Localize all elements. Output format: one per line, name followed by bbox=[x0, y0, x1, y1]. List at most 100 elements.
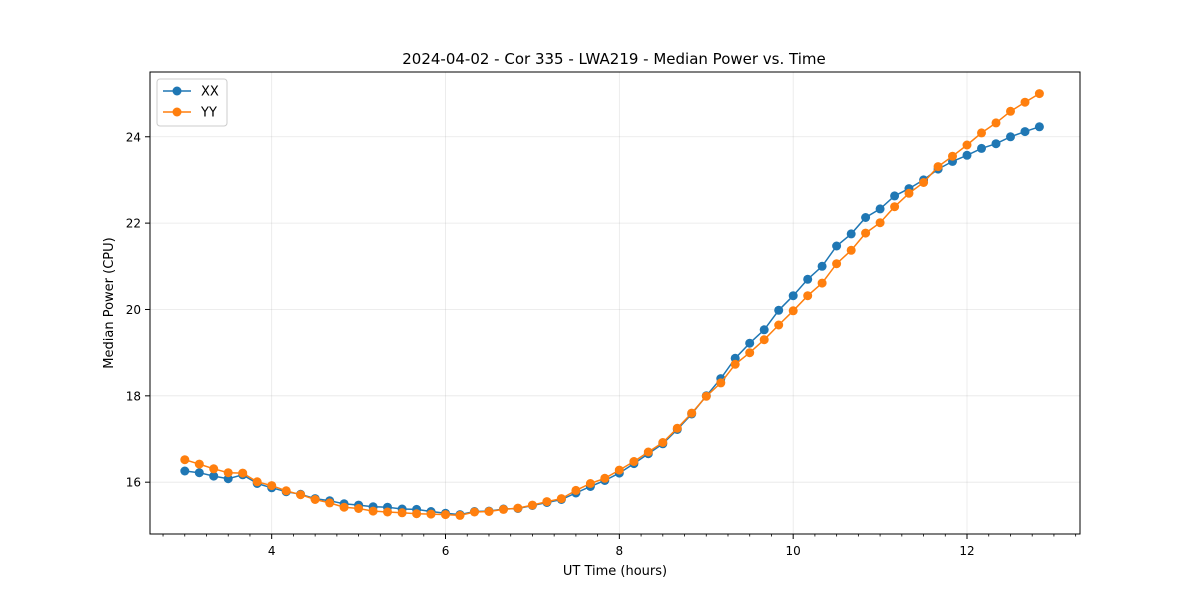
series-yy bbox=[180, 89, 1044, 520]
series-yy-point bbox=[759, 335, 769, 345]
y-tick-label: 20 bbox=[126, 303, 141, 317]
series-yy-point bbox=[1034, 89, 1044, 99]
series-yy-point bbox=[455, 510, 465, 520]
series-yy-point bbox=[672, 423, 682, 433]
series-yy-point bbox=[962, 140, 972, 150]
y-tick-label: 18 bbox=[126, 389, 141, 403]
series-yy-point bbox=[470, 507, 479, 517]
series-yy-point bbox=[441, 510, 450, 520]
series-yy-point bbox=[977, 128, 986, 138]
series-yy-point bbox=[252, 477, 262, 487]
series-xx-point bbox=[759, 325, 769, 335]
series-yy-point bbox=[426, 509, 436, 519]
series-yy-point bbox=[267, 481, 277, 491]
y-axis-ticks: 16 18 20 22 24 bbox=[126, 130, 150, 490]
series-xx-point bbox=[861, 213, 871, 222]
series-xx-point bbox=[817, 261, 827, 271]
series-xx-point bbox=[962, 150, 972, 160]
series-xx-point bbox=[803, 274, 813, 284]
series-yy-point bbox=[238, 468, 248, 478]
series-xx-point bbox=[1006, 132, 1015, 142]
series-xx-point bbox=[194, 468, 204, 478]
series-yy-point bbox=[701, 391, 711, 401]
x-axis-label: UT Time (hours) bbox=[563, 564, 667, 579]
x-tick-label: 10 bbox=[786, 544, 801, 558]
series-yy-point bbox=[730, 359, 740, 369]
series-yy-point bbox=[803, 291, 813, 301]
series-yy-point bbox=[180, 455, 190, 465]
series-yy-point bbox=[832, 259, 842, 269]
series-xx-point bbox=[977, 143, 986, 153]
legend-yy-marker bbox=[172, 107, 182, 117]
series-yy-point bbox=[397, 508, 407, 518]
series-yy-point bbox=[933, 162, 943, 172]
y-tick-label: 22 bbox=[126, 217, 141, 231]
series-yy-point bbox=[412, 509, 422, 519]
series-yy-point bbox=[904, 188, 914, 198]
series-yy-point bbox=[861, 228, 871, 238]
series-yy-point bbox=[817, 278, 827, 288]
series-xx-point bbox=[209, 471, 219, 481]
series-xx-point bbox=[991, 139, 1001, 149]
series-xx-point bbox=[745, 338, 755, 348]
series-xx-point bbox=[875, 204, 885, 214]
legend-xx-marker bbox=[172, 86, 182, 96]
x-tick-label: 6 bbox=[442, 544, 450, 558]
x-tick-label: 12 bbox=[959, 544, 974, 558]
x-tick-label: 4 bbox=[268, 544, 276, 558]
series-yy-point bbox=[716, 378, 726, 388]
series-xx-point bbox=[890, 191, 900, 201]
series-yy-point bbox=[354, 504, 364, 513]
series-yy-point bbox=[643, 447, 653, 457]
series-yy-point bbox=[209, 464, 219, 474]
series-yy-point bbox=[194, 459, 204, 469]
series-yy-point bbox=[542, 497, 552, 507]
legend-xx-label: XX bbox=[201, 85, 219, 100]
series-yy-point bbox=[513, 503, 523, 513]
x-axis-ticks: 4 6 8 10 12 bbox=[162, 534, 1077, 558]
series-yy-point bbox=[774, 320, 784, 330]
legend: XX YY bbox=[156, 78, 228, 127]
series-yy-point bbox=[788, 306, 798, 316]
series-yy-point bbox=[527, 500, 537, 510]
series-yy-point bbox=[585, 479, 595, 488]
series-yy-point bbox=[1020, 97, 1030, 107]
series-yy-point bbox=[368, 506, 378, 516]
grid bbox=[150, 72, 1080, 534]
series-yy-point bbox=[658, 438, 668, 447]
plot-area-frame bbox=[149, 71, 1081, 535]
series-yy-point bbox=[745, 348, 755, 358]
series-yy-point bbox=[339, 502, 349, 512]
series-yy-point bbox=[325, 498, 335, 508]
series-yy-point bbox=[948, 151, 957, 161]
series-yy-point bbox=[383, 507, 392, 517]
series-yy-point bbox=[890, 202, 900, 212]
series-xx-point bbox=[788, 291, 798, 301]
series-yy-point bbox=[1006, 106, 1015, 116]
series-xx-point bbox=[1020, 127, 1030, 137]
series-xx-point bbox=[774, 305, 784, 315]
series-yy-point bbox=[310, 495, 320, 504]
series-yy-point bbox=[629, 457, 639, 466]
series-yy-point bbox=[600, 473, 610, 483]
series-yy-point bbox=[223, 468, 233, 478]
series-yy-point bbox=[281, 486, 291, 496]
series-yy-point bbox=[296, 490, 306, 500]
series-yy-point bbox=[846, 245, 856, 255]
y-axis-label: Median Power (CPU) bbox=[102, 237, 117, 368]
series-yy-point bbox=[499, 504, 508, 514]
series-yy-point bbox=[556, 494, 566, 504]
series-layer bbox=[180, 89, 1044, 520]
series-yy-point bbox=[687, 408, 697, 418]
series-yy-point bbox=[614, 465, 624, 475]
legend-yy-label: YY bbox=[200, 106, 217, 121]
series-xx-point bbox=[180, 466, 190, 476]
y-tick-label: 24 bbox=[126, 130, 141, 144]
chart-title: 2024-04-02 - Cor 335 - LWA219 - Median P… bbox=[402, 50, 826, 68]
series-xx-point bbox=[832, 241, 842, 251]
series-yy-point bbox=[991, 118, 1001, 128]
series-xx-point bbox=[846, 229, 856, 239]
series-yy-point bbox=[484, 507, 494, 516]
series-yy-point bbox=[571, 485, 581, 495]
